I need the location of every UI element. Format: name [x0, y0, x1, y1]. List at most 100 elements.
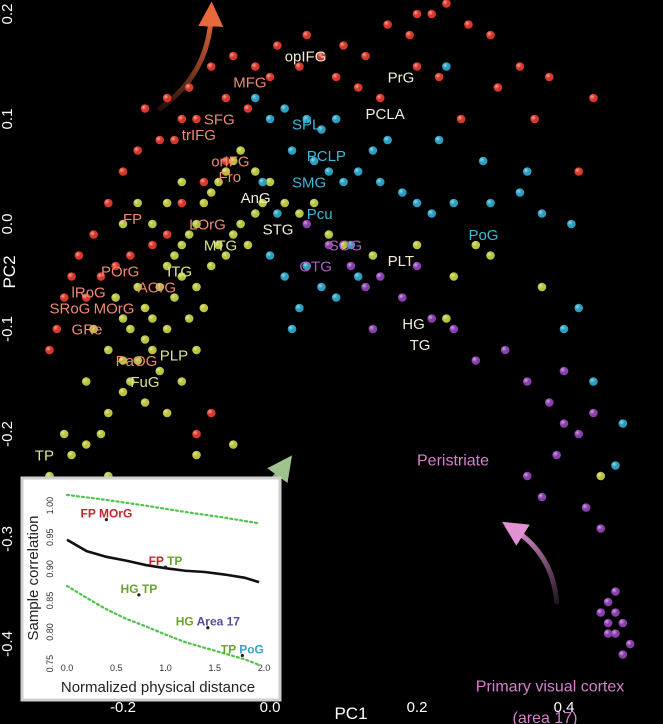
data-point-highlight	[537, 282, 547, 292]
data-point-highlight	[67, 272, 76, 281]
data-point-highlight	[280, 198, 290, 208]
inset-line-lower-bound	[65, 584, 261, 667]
data-point-highlight	[251, 167, 260, 176]
data-point-highlight	[324, 240, 334, 250]
data-point-highlight	[361, 51, 370, 61]
region-label: PCLP	[307, 148, 346, 165]
data-point-highlight	[140, 104, 150, 113]
data-point-highlight	[177, 272, 187, 281]
data-point-highlight	[265, 251, 275, 260]
data-point-highlight	[162, 261, 172, 271]
data-point-highlight	[456, 114, 466, 124]
inset-x-axis-label: Normalized physical distance	[61, 679, 255, 696]
data-point-highlight	[522, 377, 532, 386]
data-point-highlight	[52, 324, 62, 334]
data-point-highlight	[368, 324, 378, 334]
data-point-highlight	[398, 188, 407, 197]
data-point-highlight	[273, 209, 282, 218]
inset-background	[20, 476, 282, 702]
data-point-highlight	[486, 198, 495, 208]
data-point-highlight	[177, 377, 187, 386]
data-point-highlight	[228, 440, 238, 449]
inset-pair-label: TP PoG	[221, 643, 264, 657]
data-point-highlight	[375, 177, 385, 187]
data-point-highlight	[375, 93, 385, 103]
data-point-highlight	[280, 104, 290, 113]
data-point-highlight	[324, 167, 334, 176]
data-point-highlight	[302, 114, 312, 124]
inset-x-tick-label: 2.0	[258, 663, 271, 673]
data-point-highlight	[177, 177, 187, 187]
data-point-highlight	[611, 629, 620, 638]
data-point-highlight	[603, 629, 613, 638]
data-point-highlight	[464, 20, 473, 29]
region-label: PLT	[388, 253, 414, 270]
data-point-highlight	[221, 93, 231, 103]
data-point-highlight	[589, 377, 598, 386]
data-point-highlight	[545, 72, 554, 82]
region-label: OTG	[299, 258, 332, 275]
data-point-highlight	[192, 219, 201, 229]
region-label: TG	[410, 337, 431, 354]
region-label: ITG	[167, 264, 192, 281]
data-point-highlight	[81, 377, 91, 386]
data-point-highlight	[126, 251, 135, 260]
data-point-highlight	[199, 303, 209, 313]
data-point-highlight	[148, 345, 157, 355]
data-point-highlight	[221, 167, 231, 176]
inset-pair-point	[240, 653, 244, 658]
data-point-highlight	[118, 219, 128, 229]
data-point-highlight	[346, 261, 356, 271]
x-tick-label: -0.2	[110, 699, 136, 716]
data-point-highlight	[574, 429, 583, 439]
data-point-highlight	[170, 135, 179, 145]
data-point-highlight	[412, 62, 422, 71]
data-point-highlight	[251, 209, 260, 218]
data-point-highlight	[228, 230, 238, 239]
data-point-highlight	[618, 618, 628, 628]
y-tick-label: 0.2	[0, 4, 16, 25]
data-point-highlight	[140, 303, 150, 313]
data-point-highlight	[118, 387, 128, 397]
data-point-highlight	[155, 135, 165, 145]
inset-pair-point	[163, 565, 168, 569]
data-point-highlight	[140, 335, 150, 344]
inset-line-upper-bound	[65, 493, 261, 525]
y-tick-label: -0.1	[0, 316, 16, 342]
region-label: SMG	[292, 174, 326, 191]
region-label: PaOG	[116, 353, 158, 370]
data-point-highlight	[302, 219, 312, 229]
data-point-highlight	[258, 177, 267, 187]
region-label: PCLA	[366, 106, 405, 123]
data-point-highlight	[515, 62, 525, 71]
data-point-highlight	[126, 324, 135, 334]
data-point-highlight	[236, 146, 245, 155]
data-point-highlight	[611, 608, 620, 617]
data-point-highlight	[265, 177, 275, 187]
data-point-highlight	[596, 471, 606, 481]
data-point-highlight	[104, 408, 113, 418]
region-label: POrG	[101, 264, 139, 281]
data-point-highlight	[265, 72, 275, 82]
data-point-highlight	[206, 188, 216, 197]
region-label: orIFG	[211, 153, 249, 170]
data-point-highlight	[111, 293, 120, 302]
data-point-highlight	[302, 30, 312, 40]
data-point-highlight	[192, 450, 201, 460]
y-axis-label: PC2	[0, 255, 19, 288]
inset-pair-label: FP TP	[149, 554, 183, 568]
data-point-highlight	[251, 62, 260, 71]
data-point-highlight	[537, 209, 547, 218]
inset-x-tick-label: 0.0	[61, 663, 74, 673]
data-point-highlight	[206, 261, 216, 271]
data-point-highlight	[471, 356, 481, 365]
data-point-highlight	[478, 156, 488, 166]
data-point-highlight	[471, 240, 481, 250]
data-point-highlight	[162, 198, 172, 208]
data-point-highlight	[317, 125, 326, 134]
data-point-highlight	[309, 198, 319, 208]
region-label: HG	[402, 316, 425, 333]
data-point-highlight	[177, 240, 187, 250]
region-label: SRoG	[50, 300, 91, 317]
